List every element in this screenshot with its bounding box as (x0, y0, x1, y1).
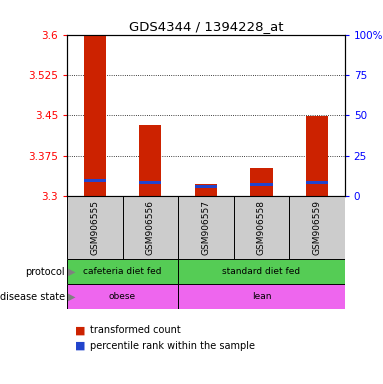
Title: GDS4344 / 1394228_at: GDS4344 / 1394228_at (129, 20, 283, 33)
Text: protocol: protocol (26, 266, 65, 277)
Bar (306, 181, 328, 184)
FancyBboxPatch shape (289, 196, 345, 259)
Bar (306, 116, 328, 196)
Text: ▶: ▶ (68, 266, 75, 277)
Text: ▶: ▶ (68, 291, 75, 302)
FancyBboxPatch shape (178, 196, 234, 259)
Text: obese: obese (109, 292, 136, 301)
Text: percentile rank within the sample: percentile rank within the sample (90, 341, 255, 351)
FancyBboxPatch shape (234, 196, 289, 259)
Bar (84, 36, 106, 196)
Text: GSM906555: GSM906555 (90, 200, 99, 255)
FancyBboxPatch shape (67, 196, 123, 259)
Bar (139, 181, 162, 184)
Bar (139, 125, 162, 196)
Bar (195, 185, 217, 187)
Text: standard diet fed: standard diet fed (223, 267, 300, 276)
Text: transformed count: transformed count (90, 325, 181, 335)
Text: GSM906557: GSM906557 (201, 200, 210, 255)
Text: cafeteria diet fed: cafeteria diet fed (83, 267, 162, 276)
Bar (250, 183, 273, 186)
Text: GSM906558: GSM906558 (257, 200, 266, 255)
Text: lean: lean (252, 292, 271, 301)
FancyBboxPatch shape (178, 284, 345, 309)
Text: ■: ■ (75, 325, 85, 335)
Bar (250, 168, 273, 196)
Bar (84, 179, 106, 182)
Text: GSM906559: GSM906559 (313, 200, 321, 255)
Text: ■: ■ (75, 341, 85, 351)
Text: GSM906556: GSM906556 (146, 200, 155, 255)
Bar (195, 184, 217, 196)
Text: disease state: disease state (0, 291, 65, 302)
FancyBboxPatch shape (178, 259, 345, 284)
FancyBboxPatch shape (67, 259, 178, 284)
FancyBboxPatch shape (67, 284, 178, 309)
FancyBboxPatch shape (123, 196, 178, 259)
